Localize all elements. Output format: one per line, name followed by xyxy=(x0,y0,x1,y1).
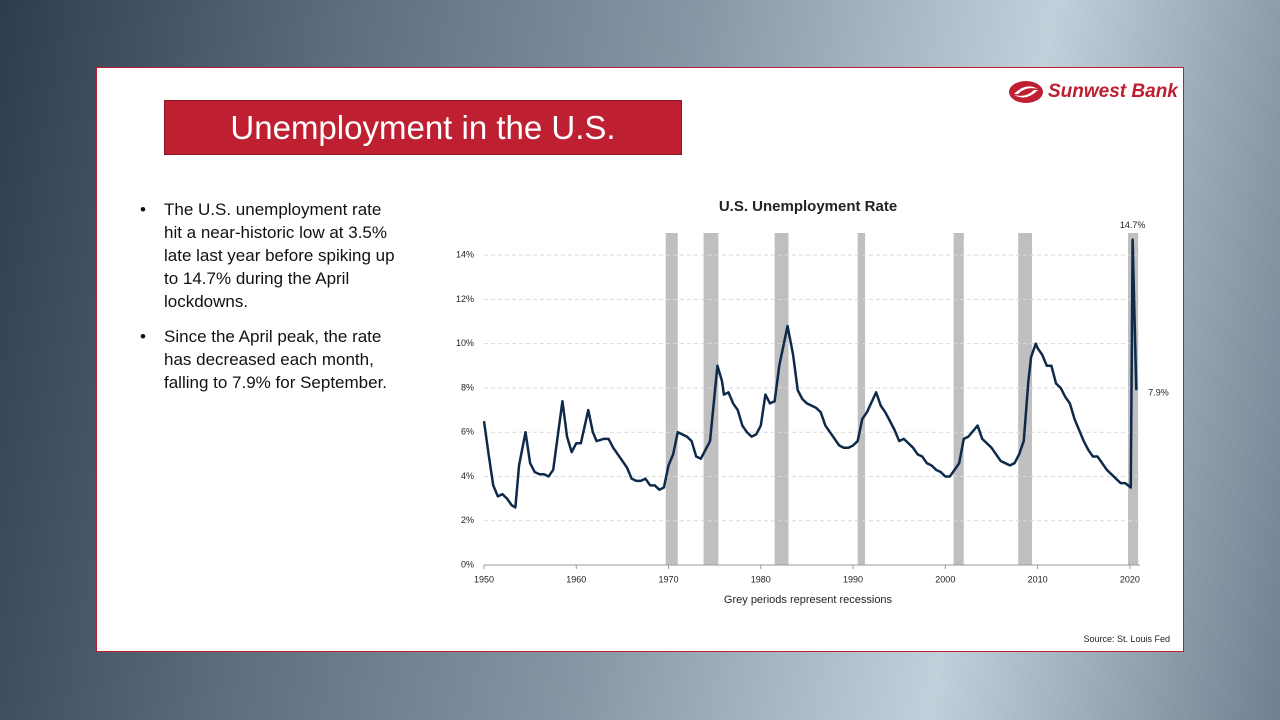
bullet: The U.S. unemployment rate hit a near-hi… xyxy=(140,198,400,313)
recession-band xyxy=(665,233,678,565)
bullet: Since the April peak, the rate has decre… xyxy=(140,325,400,394)
recession-band xyxy=(1128,233,1139,565)
annotation: 7.9% xyxy=(1148,388,1169,398)
x-tick-label: 2020 xyxy=(1120,574,1140,584)
source: Source: St. Louis Fed xyxy=(1083,634,1170,644)
bullet-list: The U.S. unemployment rate hit a near-hi… xyxy=(140,198,400,406)
y-tick-label: 8% xyxy=(461,382,474,392)
x-tick-label: 1950 xyxy=(474,574,494,584)
recession-band xyxy=(953,233,964,565)
logo-icon xyxy=(1009,81,1043,103)
recession-band xyxy=(857,233,866,565)
series-line xyxy=(482,238,1138,509)
y-tick-label: 12% xyxy=(456,294,474,304)
chart-title: U.S. Unemployment Rate xyxy=(719,198,897,215)
recession-band xyxy=(774,233,789,565)
y-tick-label: 0% xyxy=(461,559,474,569)
logo: Sunwest Bank xyxy=(1008,80,1178,104)
slide-title: Unemployment in the U.S. xyxy=(164,100,682,155)
y-tick-label: 10% xyxy=(456,338,474,348)
y-tick-label: 2% xyxy=(461,515,474,525)
y-tick-label: 4% xyxy=(461,471,474,481)
x-tick-label: 1990 xyxy=(843,574,863,584)
x-tick-label: 2000 xyxy=(935,574,955,584)
x-tick-label: 1970 xyxy=(659,574,679,584)
y-tick-label: 14% xyxy=(456,250,474,260)
x-axis-label: Grey periods represent recessions xyxy=(724,594,893,606)
x-tick-label: 2010 xyxy=(1028,574,1048,584)
x-tick-label: 1960 xyxy=(566,574,586,584)
logo-text: Sunwest Bank xyxy=(1048,81,1178,102)
x-tick-label: 1980 xyxy=(751,574,771,584)
recession-band xyxy=(703,233,719,565)
annotation: 14.7% xyxy=(1120,220,1146,230)
recession-band xyxy=(1018,233,1033,565)
y-tick-label: 6% xyxy=(461,427,474,437)
